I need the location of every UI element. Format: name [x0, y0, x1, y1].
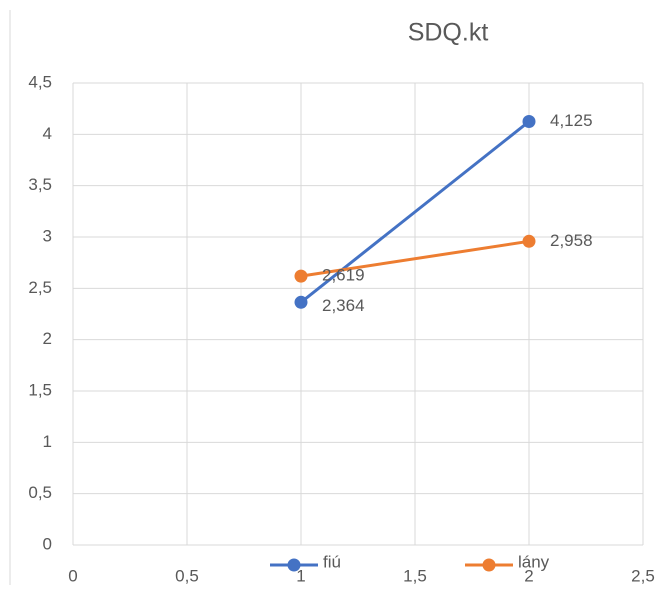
series-line	[300, 239, 530, 278]
x-tick-label: 0	[68, 566, 77, 585]
data-point	[294, 295, 308, 309]
y-tick-label: 0	[43, 534, 52, 553]
legend-label: lány	[518, 552, 550, 571]
y-tick-label: 3	[43, 226, 52, 245]
data-point	[522, 115, 536, 128]
data-label: 2,364	[322, 296, 365, 315]
x-tick-label: 0,5	[175, 566, 199, 585]
y-tick-label: 2	[43, 329, 52, 348]
chart-title: SDQ.kt	[408, 19, 489, 47]
data-label: 2,958	[550, 231, 593, 250]
data-point	[294, 269, 308, 283]
x-tick-label: 2	[524, 566, 533, 585]
y-tick-label: 3,5	[28, 175, 52, 194]
data-point	[522, 234, 536, 248]
y-tick-label: 4	[43, 124, 52, 143]
legend-label: fiú	[323, 552, 341, 571]
y-tick-label: 1,5	[28, 380, 52, 399]
x-tick-label: 2,5	[631, 566, 655, 585]
x-tick-label: 1	[296, 566, 305, 585]
legend-marker	[482, 558, 496, 572]
series-line	[300, 120, 530, 304]
data-label: 4,125	[550, 111, 593, 130]
data-label: 2,619	[322, 266, 365, 285]
y-tick-label: 0,5	[28, 483, 52, 502]
legend-marker	[287, 558, 301, 572]
y-tick-label: 2,5	[28, 278, 52, 297]
y-tick-label: 1	[43, 432, 52, 451]
x-tick-label: 1,5	[403, 566, 427, 585]
y-tick-label: 4,5	[28, 72, 52, 91]
